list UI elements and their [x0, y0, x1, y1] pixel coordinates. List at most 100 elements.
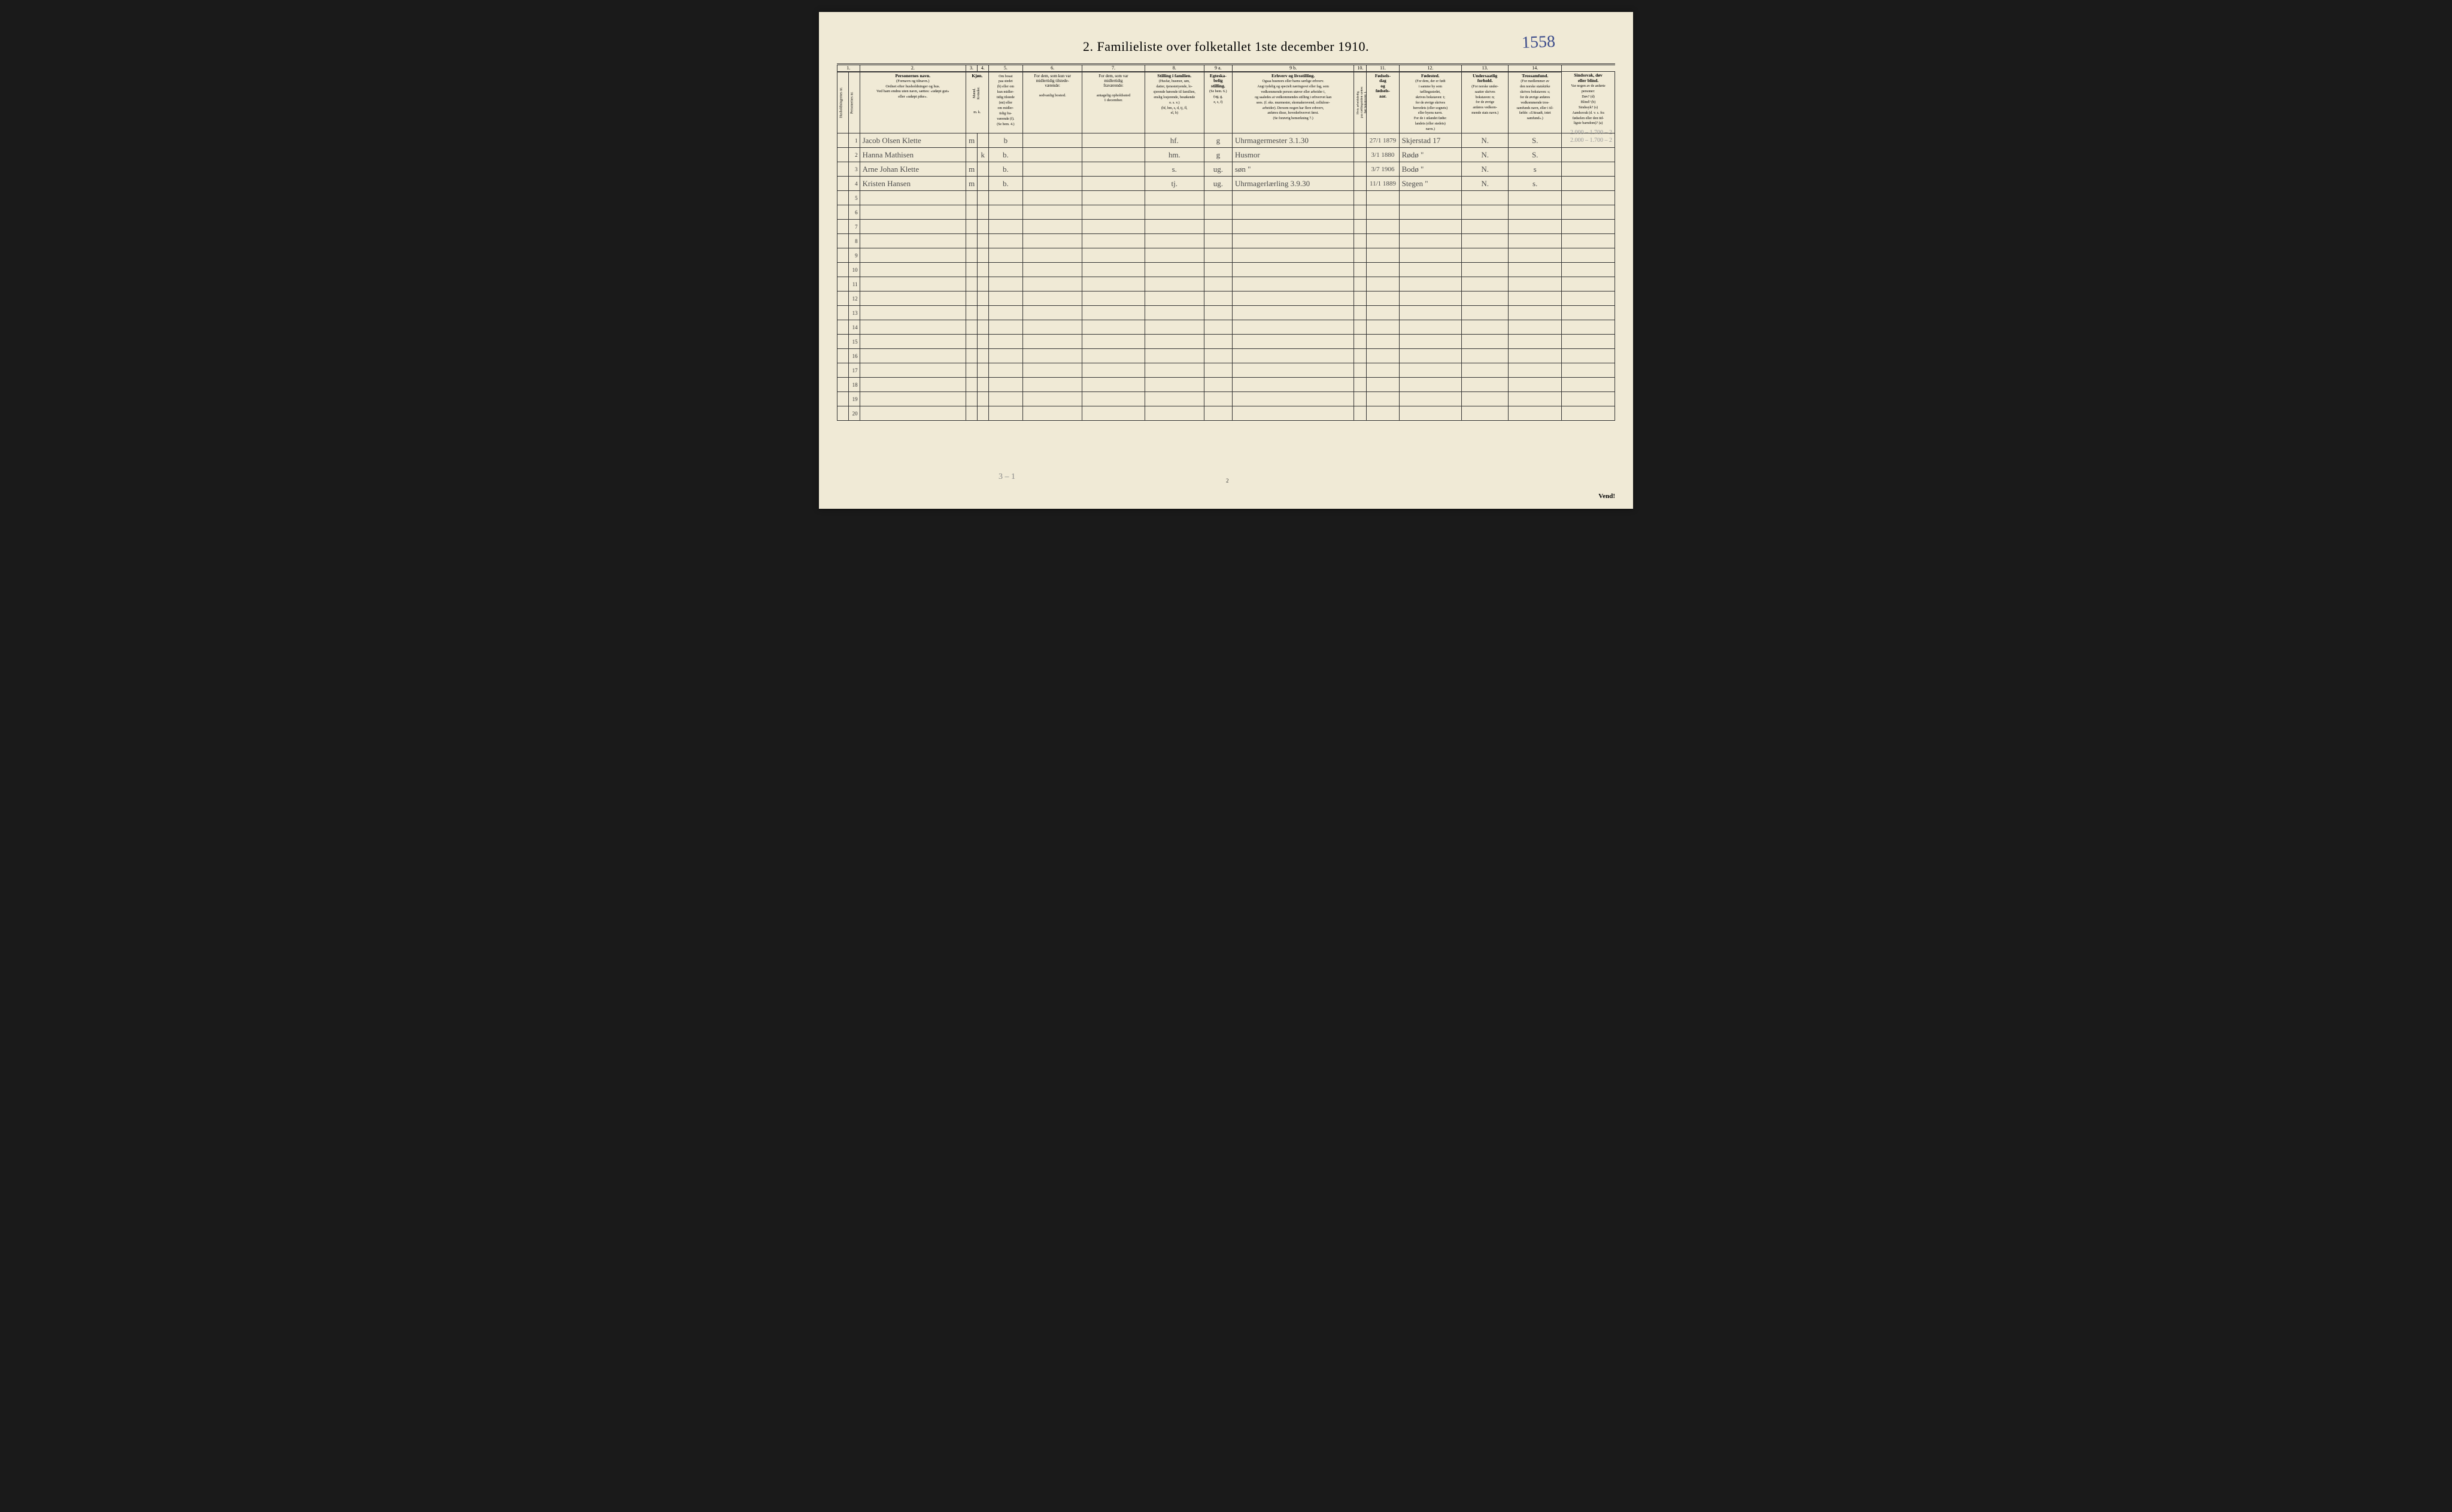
cell-empty	[1354, 277, 1367, 292]
cell-empty	[988, 292, 1022, 306]
turn-over-label: Vend!	[1598, 493, 1615, 500]
table-row: 18	[837, 378, 1615, 392]
cell-empty	[860, 234, 966, 248]
row-num: 7	[848, 220, 860, 234]
cell-empty	[1509, 306, 1562, 320]
cell-empty	[1082, 263, 1145, 277]
cell-c6	[1082, 162, 1145, 177]
cell-empty	[1367, 205, 1399, 220]
cell-empty	[1399, 349, 1461, 363]
cell-empty	[1367, 191, 1399, 205]
row-num: 1	[848, 133, 860, 148]
cell-empty	[1399, 234, 1461, 248]
cell-empty	[1232, 335, 1354, 349]
cell-empty	[1562, 248, 1615, 263]
cell-empty	[988, 234, 1022, 248]
cell-empty	[988, 406, 1022, 421]
header-person-nr: Personernes nr.	[848, 72, 860, 133]
page-title: 2. Familieliste over folketallet 1ste de…	[837, 39, 1615, 54]
cell-empty	[1509, 320, 1562, 335]
cell-empty	[1082, 292, 1145, 306]
annotation-number: 1558	[1521, 32, 1555, 53]
header-kjon: Kjøn.Mænd. Kvinder.m. k.	[966, 72, 989, 133]
cell-empty	[1367, 220, 1399, 234]
cell-res: b.	[988, 177, 1022, 191]
row-num: 6	[848, 205, 860, 220]
row-num: 11	[848, 277, 860, 292]
cell-empty	[1462, 320, 1509, 335]
cell-empty	[1562, 306, 1615, 320]
cell-empty	[1354, 378, 1367, 392]
cell-empty	[1023, 263, 1082, 277]
cell-empty	[1462, 205, 1509, 220]
cell-empty	[1232, 378, 1354, 392]
cell-empty	[966, 363, 978, 378]
cell-empty	[1462, 335, 1509, 349]
row-num: 20	[848, 406, 860, 421]
cell-empty	[1562, 349, 1615, 363]
cell-empty	[1354, 306, 1367, 320]
cell-empty	[1232, 306, 1354, 320]
cell-empty	[977, 248, 988, 263]
cell-empty	[1462, 263, 1509, 277]
cell-c8: g	[1204, 133, 1232, 148]
cell-empty	[1509, 277, 1562, 292]
cell-c7: s.	[1145, 162, 1204, 177]
cell-empty	[1232, 263, 1354, 277]
cell-empty	[977, 263, 988, 277]
cell-empty	[988, 205, 1022, 220]
row-num: 16	[848, 349, 860, 363]
cell-empty	[977, 220, 988, 234]
cell-empty	[1204, 306, 1232, 320]
colnum: 2.	[860, 65, 966, 72]
cell-empty	[1145, 191, 1204, 205]
table-row: 3Arne Johan Klettemb.s.ug.søn "3/7 1906B…	[837, 162, 1615, 177]
cell-empty	[1145, 263, 1204, 277]
cell-empty	[1462, 277, 1509, 292]
cell-empty	[1232, 349, 1354, 363]
header-sinds: Sindssvak, døv eller blind.Var nogen av …	[1562, 72, 1615, 133]
cell-empty	[1023, 392, 1082, 406]
cell-c13: s.	[1509, 177, 1562, 191]
cell-empty	[1082, 335, 1145, 349]
cell-empty	[860, 320, 966, 335]
cell-empty	[1509, 335, 1562, 349]
cell-empty	[1562, 392, 1615, 406]
header-midl-frav: For dem, som var midlertidig fraværende:…	[1082, 72, 1145, 133]
cell-empty	[988, 220, 1022, 234]
table-row: 5	[837, 191, 1615, 205]
cell-c10: 3/7 1906	[1367, 162, 1399, 177]
cell-empty	[1562, 277, 1615, 292]
cell-empty	[1562, 335, 1615, 349]
cell-empty	[860, 248, 966, 263]
cell-c9b	[1354, 133, 1367, 148]
cell-c8: ug.	[1204, 162, 1232, 177]
cell-empty	[1145, 349, 1204, 363]
cell-sex-m: m	[966, 177, 978, 191]
cell-empty	[1023, 220, 1082, 234]
census-table: 1. 2. 3. 4. 5. 6. 7. 8. 9 a. 9 b. 10. 11…	[837, 63, 1615, 421]
cell-empty	[1354, 234, 1367, 248]
cell-empty	[1462, 191, 1509, 205]
cell-empty	[1354, 248, 1367, 263]
cell-empty	[1232, 392, 1354, 406]
cell-c14	[1562, 177, 1615, 191]
cell-empty	[1204, 392, 1232, 406]
cell-empty	[1354, 220, 1367, 234]
cell-sex-k	[977, 177, 988, 191]
cell-empty	[1082, 191, 1145, 205]
row-hh	[837, 205, 849, 220]
cell-empty	[860, 335, 966, 349]
cell-c9b	[1354, 177, 1367, 191]
cell-c12: N.	[1462, 133, 1509, 148]
cell-empty	[1462, 234, 1509, 248]
cell-empty	[860, 392, 966, 406]
cell-empty	[1232, 292, 1354, 306]
cell-empty	[988, 392, 1022, 406]
cell-c11: Rødø "	[1399, 148, 1461, 162]
row-num: 14	[848, 320, 860, 335]
cell-empty	[988, 306, 1022, 320]
cell-empty	[1082, 220, 1145, 234]
cell-empty	[966, 349, 978, 363]
cell-empty	[1399, 263, 1461, 277]
